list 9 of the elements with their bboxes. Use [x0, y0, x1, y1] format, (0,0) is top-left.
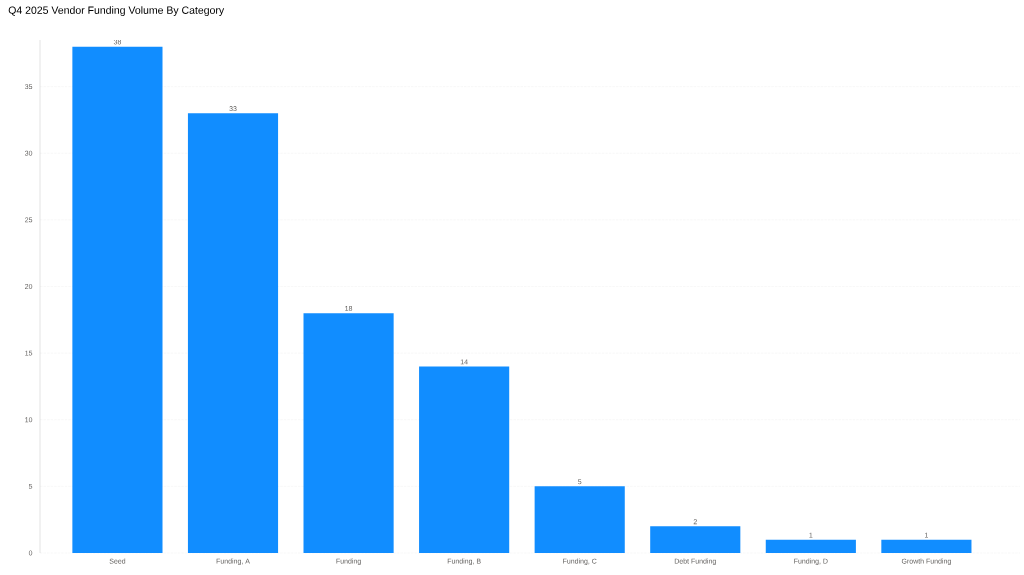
chart-title: Q4 2025 Vendor Funding Volume By Category	[8, 6, 225, 16]
bar	[303, 313, 394, 553]
bar	[72, 46, 163, 553]
bar	[534, 486, 625, 553]
bar	[187, 113, 279, 553]
bar	[650, 526, 741, 553]
bar	[881, 539, 972, 553]
bar	[419, 366, 510, 553]
bar	[765, 539, 856, 553]
